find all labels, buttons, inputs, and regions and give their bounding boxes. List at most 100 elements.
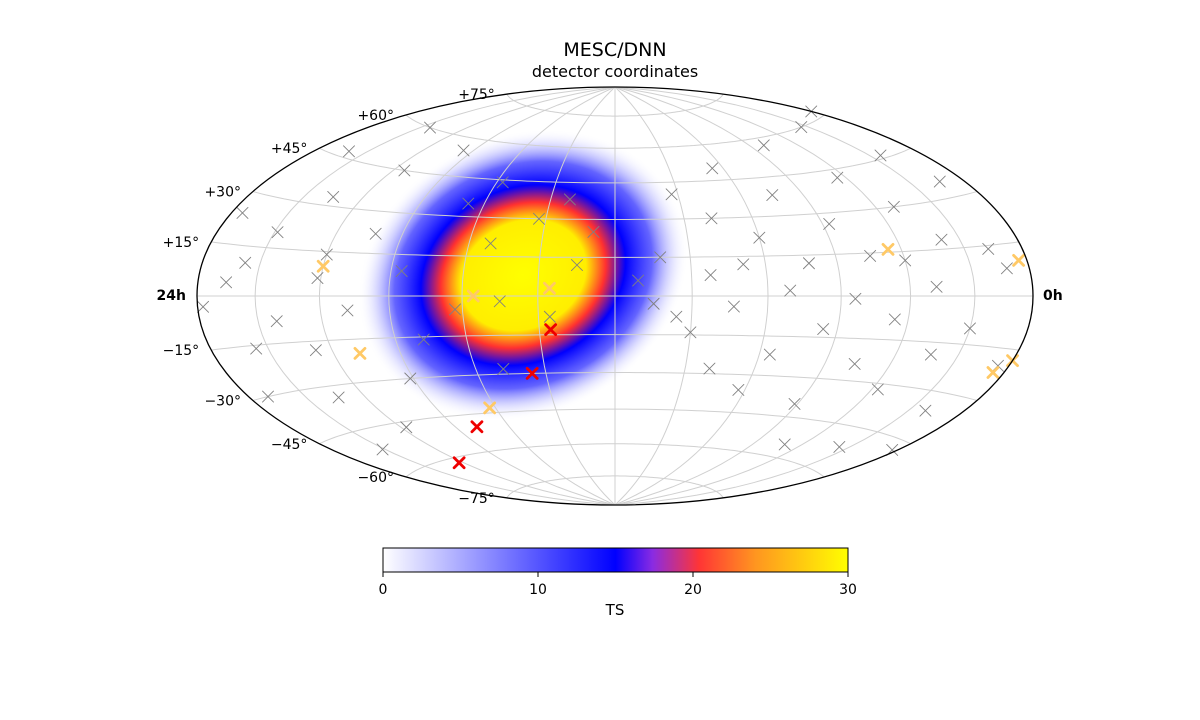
event-marker-orange	[1012, 253, 1026, 267]
event-marker	[1000, 262, 1013, 275]
colorbar-tick-label: 0	[379, 582, 388, 598]
event-marker	[670, 310, 683, 323]
chart-title: MESC/DNN	[563, 39, 666, 61]
event-marker	[982, 242, 995, 255]
event-marker	[493, 295, 506, 308]
event-marker	[757, 139, 770, 152]
event-marker	[665, 188, 678, 201]
event-marker	[871, 383, 884, 396]
event-marker	[778, 438, 791, 451]
event-marker	[935, 233, 948, 246]
event-marker	[320, 248, 333, 261]
event-marker	[250, 342, 263, 355]
event-marker	[899, 254, 912, 267]
grid-meridian	[388, 86, 616, 506]
lat-label: +60°	[357, 108, 394, 124]
event-marker	[684, 326, 697, 339]
event-marker	[239, 256, 252, 269]
grid-meridian	[537, 86, 616, 506]
ts-hotspot	[358, 129, 689, 421]
sky-map	[358, 129, 689, 421]
event-marker	[704, 269, 717, 282]
event-marker	[632, 274, 645, 287]
lat-label: −45°	[271, 437, 308, 453]
event-marker	[737, 258, 750, 271]
event-marker	[887, 200, 900, 213]
lat-label: +15°	[163, 235, 200, 251]
event-marker	[400, 421, 413, 434]
event-marker	[930, 280, 943, 293]
event-marker	[703, 362, 716, 375]
colorbar-tick-label: 30	[839, 582, 857, 598]
event-marker	[654, 251, 667, 264]
event-marker	[763, 348, 776, 361]
event-marker	[766, 189, 779, 202]
event-marker	[533, 212, 545, 225]
event-marker	[802, 257, 815, 270]
event-marker	[398, 164, 411, 177]
event-marker-orange	[986, 366, 1000, 379]
grid-meridian	[614, 86, 842, 506]
event-marker	[788, 398, 801, 410]
event-marker	[309, 344, 322, 357]
grid-meridian	[614, 86, 693, 506]
event-marker-orange	[353, 346, 367, 360]
event-marker-red	[452, 456, 466, 470]
event-marker	[543, 310, 556, 323]
event-marker	[833, 441, 846, 453]
event-marker	[571, 259, 583, 271]
event-marker	[449, 303, 461, 316]
event-marker-red	[525, 366, 539, 380]
event-marker	[647, 297, 660, 310]
event-marker-red	[470, 420, 484, 434]
event-marker	[424, 121, 436, 134]
lat-tick-labels: −75° −60° −45° −30° −15° +15° +30° +45° +60° +75°	[163, 87, 495, 507]
event-marker	[849, 292, 862, 305]
event-marker	[933, 175, 946, 188]
event-marker-orange	[483, 401, 497, 415]
colorbar: 0 10 20 30 TS	[379, 547, 857, 619]
colorbar-ticks: 0 10 20 30	[379, 572, 857, 598]
event-marker	[817, 323, 830, 336]
lat-label: −60°	[357, 470, 394, 486]
event-marker	[831, 171, 844, 184]
event-marker	[496, 176, 509, 189]
event-marker	[220, 276, 233, 289]
event-marker	[823, 218, 836, 230]
event-marker	[417, 333, 430, 346]
lat-label: −30°	[204, 394, 241, 410]
event-marker	[311, 272, 324, 285]
event-marker	[343, 145, 355, 158]
colorbar-gradient	[382, 547, 849, 573]
lon-label-right: 0h	[1043, 288, 1063, 304]
chart-subtitle: detector coordinates	[532, 62, 698, 81]
event-marker-orange	[881, 242, 895, 256]
lat-label: +75°	[458, 87, 495, 103]
colorbar-tick-label: 10	[529, 582, 547, 598]
event-marker-orange	[466, 289, 480, 303]
event-marker	[197, 300, 210, 313]
event-marker	[964, 322, 976, 335]
event-marker	[484, 237, 497, 250]
event-marker	[924, 348, 937, 361]
event-marker	[919, 404, 932, 417]
grid-meridian	[614, 86, 769, 506]
event-marker	[327, 191, 340, 203]
event-marker	[341, 304, 354, 317]
sky-boundary	[196, 86, 1034, 506]
lat-label: −75°	[458, 491, 495, 507]
event-marker	[271, 226, 284, 239]
event-marker	[706, 162, 719, 175]
lat-label: −15°	[163, 343, 200, 359]
event-marker	[563, 193, 576, 206]
event-marker	[332, 391, 345, 404]
grid-lines	[197, 86, 1033, 506]
event-marker	[497, 363, 510, 375]
lat-label: +45°	[271, 141, 308, 157]
event-marker	[888, 313, 901, 326]
colorbar-label: TS	[605, 601, 625, 619]
grid-meridian	[254, 86, 616, 506]
grid-meridian	[614, 86, 912, 506]
event-marker	[369, 227, 382, 240]
